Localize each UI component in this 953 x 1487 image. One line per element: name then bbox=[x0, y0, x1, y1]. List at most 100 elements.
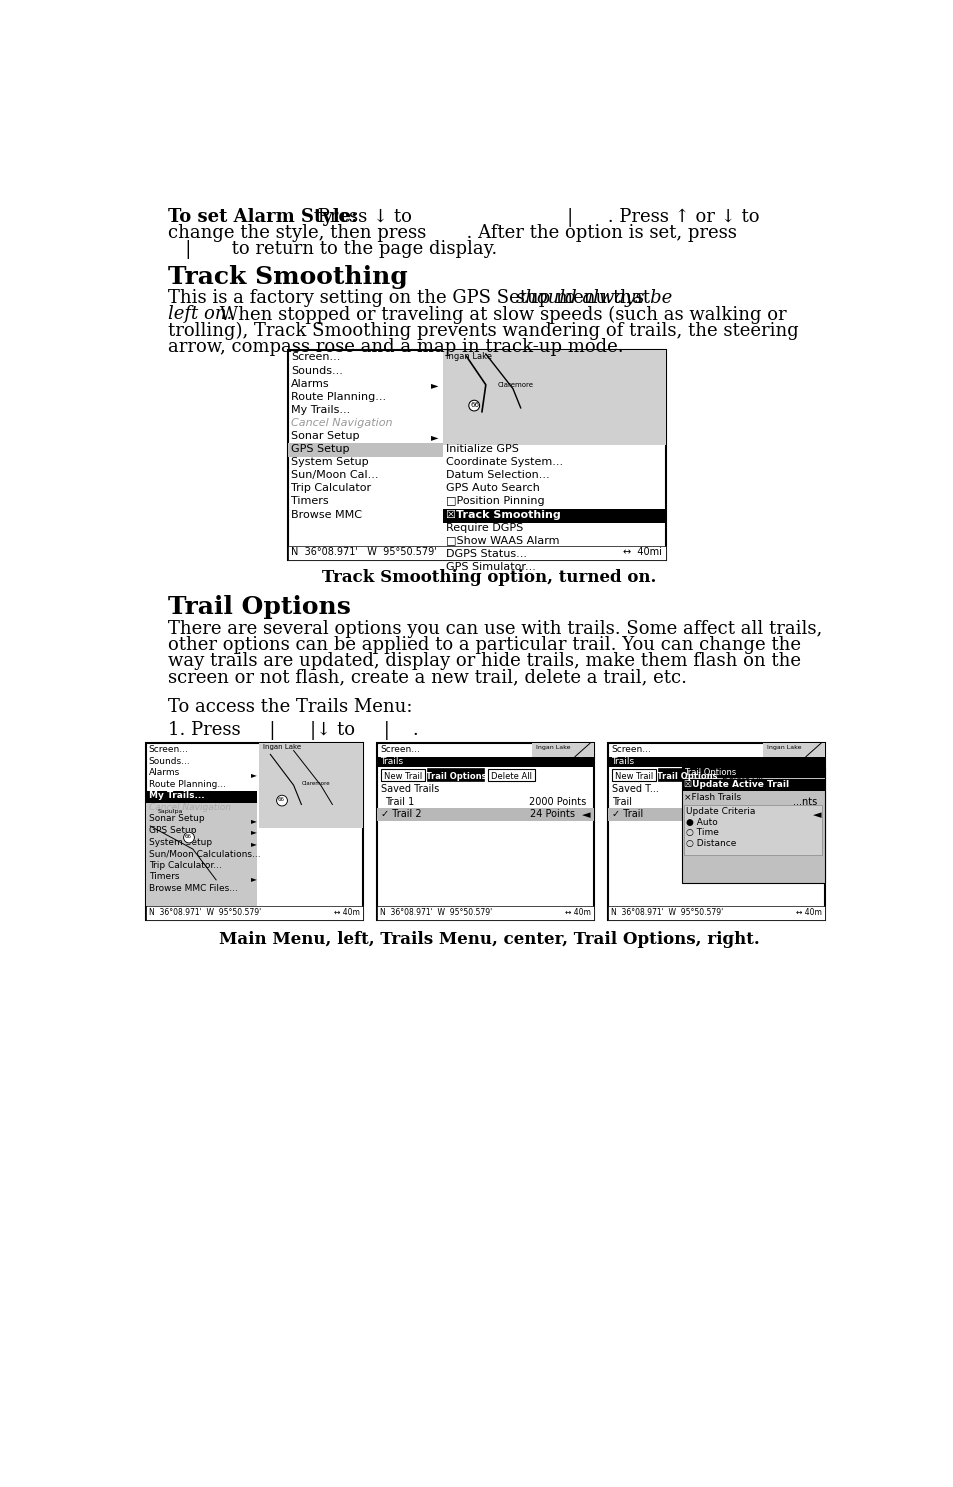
Bar bbox=[146, 906, 363, 920]
Bar bbox=[381, 769, 425, 781]
Text: There are several options you can use with trails. Some affect all trails,: There are several options you can use wi… bbox=[168, 620, 821, 638]
Bar bbox=[719, 769, 765, 781]
Text: Cancel Navigation: Cancel Navigation bbox=[149, 803, 231, 812]
Circle shape bbox=[183, 833, 194, 843]
Text: left on.: left on. bbox=[168, 305, 233, 324]
Text: Update Criteria: Update Criteria bbox=[685, 807, 755, 816]
Text: □Position Pinning: □Position Pinning bbox=[445, 497, 543, 507]
Bar bbox=[659, 769, 715, 781]
Text: Ingan Lake: Ingan Lake bbox=[536, 745, 570, 749]
Text: Track Smoothing option, turned on.: Track Smoothing option, turned on. bbox=[321, 570, 656, 586]
Text: ↔ 40m: ↔ 40m bbox=[795, 907, 821, 916]
Text: N  36°08.971'   W  95°50.579': N 36°08.971' W 95°50.579' bbox=[291, 547, 436, 558]
Text: Track Smoothing: Track Smoothing bbox=[168, 265, 407, 288]
Text: Route Planning...: Route Planning... bbox=[291, 391, 386, 401]
Bar bbox=[146, 803, 257, 906]
Text: ×Flash Trails: ×Flash Trails bbox=[683, 793, 740, 801]
Text: ○ Distance: ○ Distance bbox=[685, 839, 736, 848]
Text: N  36°08.971'  W  95°50.579': N 36°08.971' W 95°50.579' bbox=[610, 907, 722, 916]
Text: other options can be applied to a particular trail. You can change the: other options can be applied to a partic… bbox=[168, 636, 801, 654]
Text: Ingan Lake: Ingan Lake bbox=[262, 745, 300, 751]
Text: Trail Options: Trail Options bbox=[168, 595, 351, 619]
Text: Require DGPS: Require DGPS bbox=[445, 522, 522, 532]
Text: ►: ► bbox=[251, 874, 256, 883]
Text: Screen...: Screen... bbox=[611, 745, 651, 754]
Text: ↔ 40m: ↔ 40m bbox=[334, 907, 359, 916]
Text: Screen...: Screen... bbox=[291, 352, 340, 363]
Bar bbox=[608, 744, 824, 920]
Text: □Show WAAS Alarm: □Show WAAS Alarm bbox=[445, 535, 558, 546]
Text: 1. Press     |      |↓ to     |    .: 1. Press | |↓ to | . bbox=[168, 721, 418, 741]
Text: ✓ Trail 2: ✓ Trail 2 bbox=[381, 809, 421, 819]
Text: Sun/Moon Cal...: Sun/Moon Cal... bbox=[291, 470, 378, 480]
Bar bbox=[762, 744, 824, 757]
Text: GPS Auto Search: GPS Auto Search bbox=[445, 483, 538, 494]
Bar bbox=[288, 546, 665, 559]
Text: ● Auto: ● Auto bbox=[685, 818, 717, 827]
Text: Trails: Trails bbox=[610, 757, 633, 766]
Text: ►: ► bbox=[431, 433, 438, 443]
Text: Screen...: Screen... bbox=[380, 745, 420, 754]
Text: System Setup: System Setup bbox=[291, 457, 369, 467]
Text: ►: ► bbox=[251, 770, 256, 779]
Text: My Trails...: My Trails... bbox=[291, 404, 350, 415]
Bar bbox=[146, 744, 363, 920]
Text: ◄: ◄ bbox=[581, 810, 590, 821]
Text: 24 Points: 24 Points bbox=[530, 809, 575, 819]
Text: ►: ► bbox=[251, 828, 256, 837]
Text: |       to return to the page display.: | to return to the page display. bbox=[168, 239, 497, 259]
Bar bbox=[377, 906, 594, 920]
Text: change the style, then press       . After the option is set, press: change the style, then press . After the… bbox=[168, 225, 736, 242]
Text: ○ Time: ○ Time bbox=[685, 828, 718, 837]
Text: Press ↓ to                           |      . Press ↑ or ↓ to: Press ↓ to | . Press ↑ or ↓ to bbox=[312, 208, 759, 226]
Bar bbox=[146, 791, 257, 803]
Text: Sonar Setup: Sonar Setup bbox=[291, 431, 359, 442]
Text: ↔  40mi: ↔ 40mi bbox=[622, 547, 661, 558]
Bar bbox=[443, 509, 665, 522]
Text: way trails are updated, display or hide trails, make them flash on the: way trails are updated, display or hide … bbox=[168, 651, 801, 671]
Text: 66: 66 bbox=[278, 797, 285, 801]
Circle shape bbox=[276, 796, 287, 806]
Bar bbox=[288, 349, 665, 559]
Bar bbox=[608, 809, 681, 821]
Text: Alarms: Alarms bbox=[291, 379, 330, 388]
Text: ►: ► bbox=[251, 816, 256, 825]
Bar bbox=[377, 744, 594, 920]
Text: trolling), Track Smoothing prevents wandering of trails, the steering: trolling), Track Smoothing prevents wand… bbox=[168, 321, 798, 341]
Text: Trail Options: Trail Options bbox=[426, 772, 486, 781]
Text: Sonar Setup: Sonar Setup bbox=[149, 815, 204, 824]
Text: My Trails...: My Trails... bbox=[149, 791, 204, 800]
Text: Sounds...: Sounds... bbox=[149, 757, 191, 766]
Text: arrow, compass rose and a map in track-up mode.: arrow, compass rose and a map in track-u… bbox=[168, 338, 623, 355]
Text: ☒Track Smoothing: ☒Track Smoothing bbox=[445, 510, 559, 519]
Text: N  36°08.971'  W  95°50.579': N 36°08.971' W 95°50.579' bbox=[149, 907, 261, 916]
Text: Saved Trails: Saved Trails bbox=[381, 785, 439, 794]
Text: Claremore: Claremore bbox=[301, 781, 330, 787]
Bar bbox=[608, 757, 824, 767]
Bar bbox=[612, 769, 656, 781]
Text: Cancel Navigation: Cancel Navigation bbox=[291, 418, 393, 428]
Text: To set Alarm Style:: To set Alarm Style: bbox=[168, 208, 357, 226]
Text: Trail 1: Trail 1 bbox=[385, 797, 414, 807]
Text: ◄: ◄ bbox=[812, 810, 821, 821]
Circle shape bbox=[468, 400, 479, 410]
Bar bbox=[681, 767, 823, 778]
Bar bbox=[428, 769, 484, 781]
Text: Sun/Moon Calculations...: Sun/Moon Calculations... bbox=[149, 849, 260, 858]
Text: should always be: should always be bbox=[516, 290, 672, 308]
Text: Trail: Trail bbox=[612, 797, 632, 807]
Text: Initialize GPS: Initialize GPS bbox=[445, 445, 517, 454]
Bar bbox=[681, 767, 823, 883]
Text: Sounds...: Sounds... bbox=[291, 366, 343, 376]
Text: 2000 Points: 2000 Points bbox=[529, 797, 586, 807]
Text: GPS Setup: GPS Setup bbox=[291, 445, 350, 454]
Text: DGPS Status...: DGPS Status... bbox=[445, 549, 526, 559]
Bar bbox=[288, 443, 443, 457]
Text: This is a factory setting on the GPS Setup menu that: This is a factory setting on the GPS Set… bbox=[168, 290, 655, 308]
Text: Trail Options: Trail Options bbox=[683, 769, 736, 778]
Text: ↔ 40m: ↔ 40m bbox=[564, 907, 590, 916]
Bar bbox=[608, 906, 824, 920]
Bar bbox=[683, 806, 821, 855]
Text: Delete All: Delete All bbox=[721, 772, 762, 781]
Text: ...nts: ...nts bbox=[793, 797, 817, 807]
